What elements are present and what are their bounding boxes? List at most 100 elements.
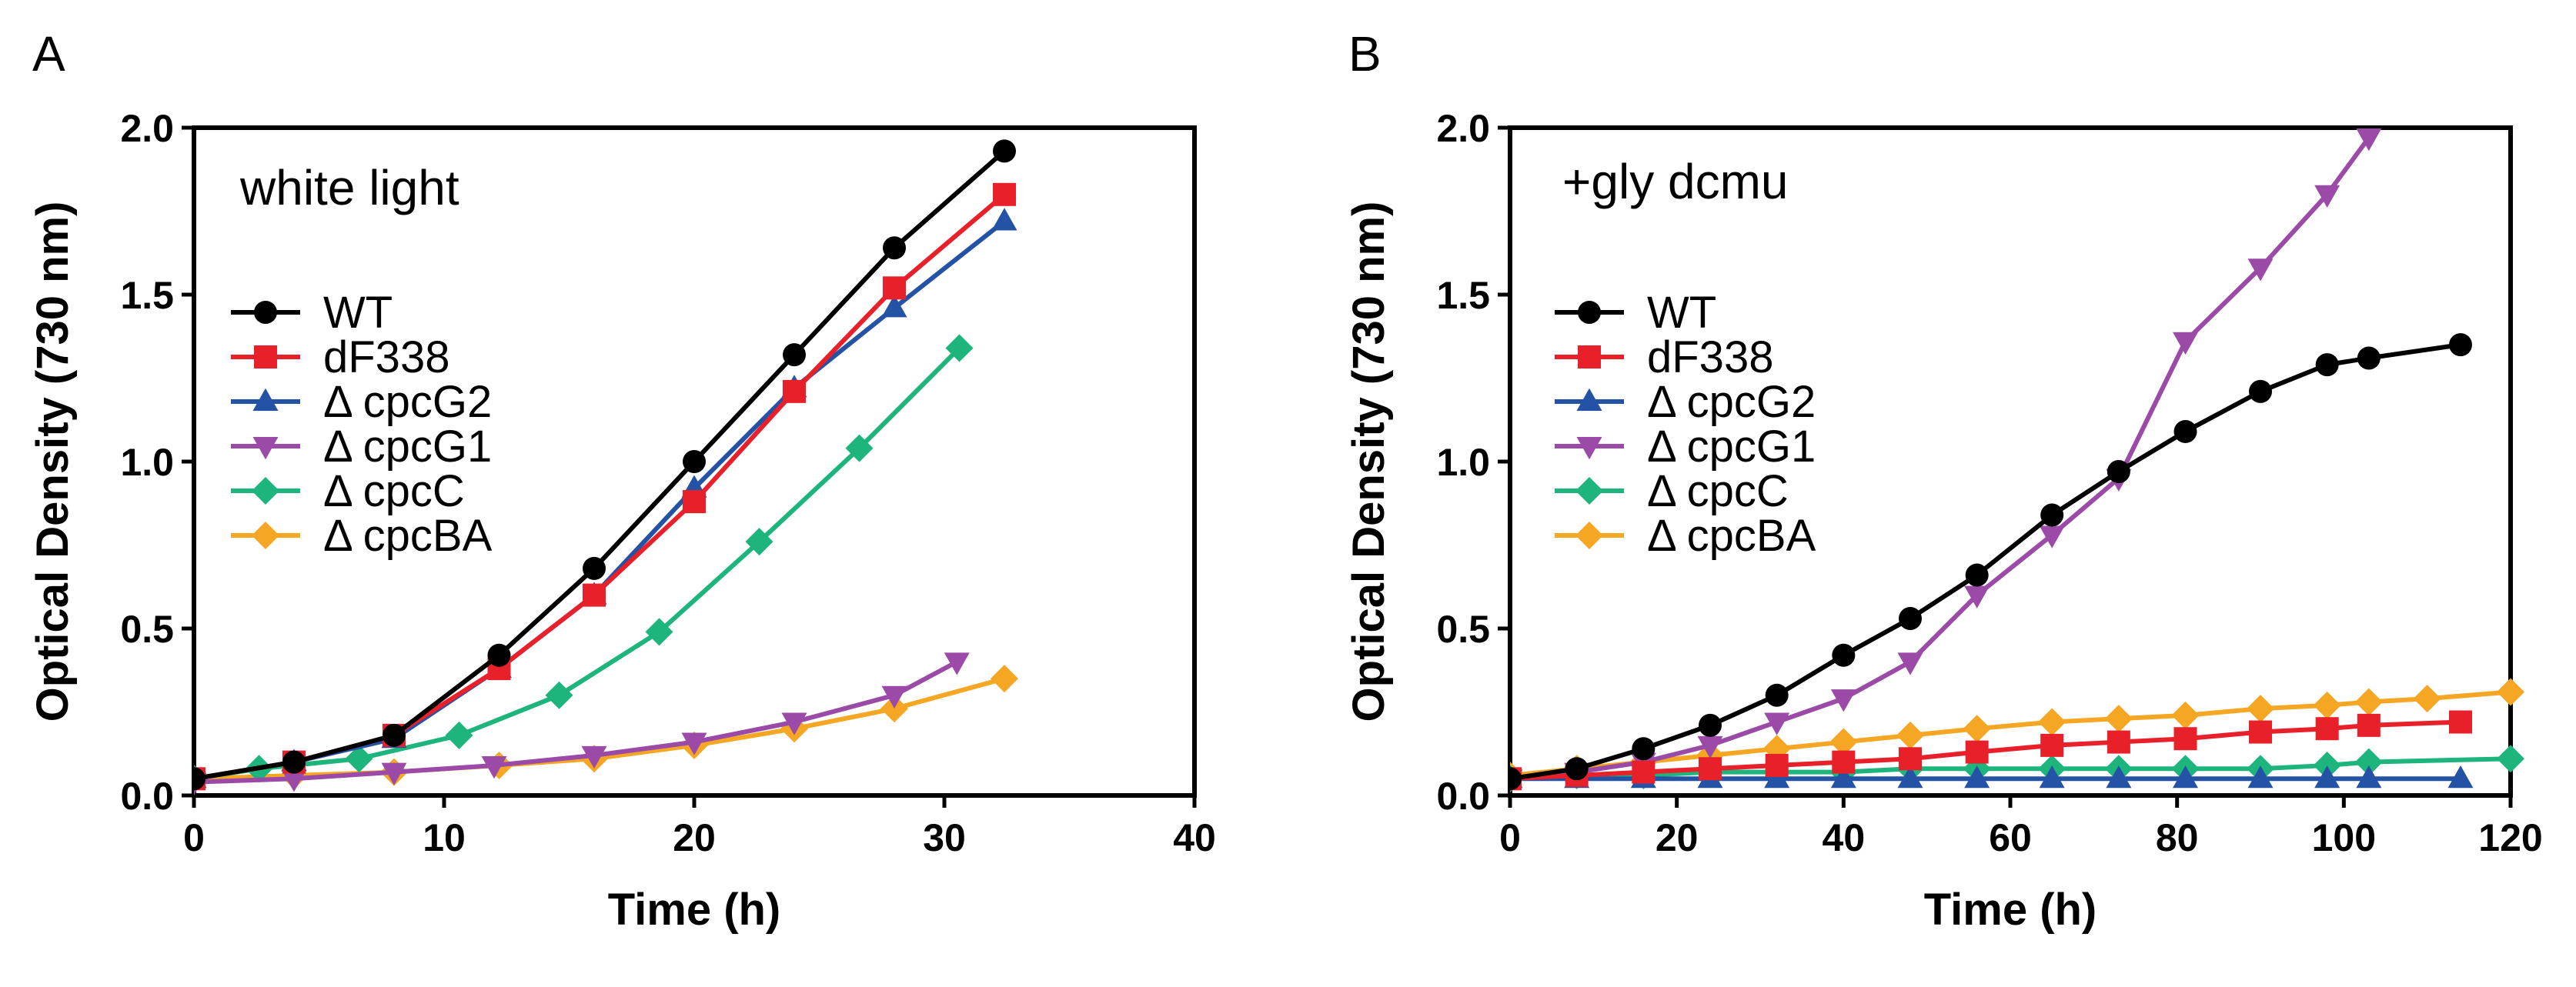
series-group bbox=[1510, 128, 2524, 793]
series-3-point bbox=[281, 769, 307, 792]
series-1-point bbox=[2040, 733, 2064, 757]
series-2-point bbox=[2314, 765, 2340, 789]
series-5-point bbox=[1963, 715, 1991, 743]
series-2-point bbox=[2356, 765, 2382, 789]
series-2-point bbox=[2247, 765, 2274, 789]
legend-label: dF338 bbox=[1647, 332, 1773, 382]
series-2-point bbox=[1830, 765, 1856, 789]
series-1-point bbox=[2249, 720, 2272, 744]
series-5-point bbox=[2171, 701, 2200, 729]
legend-label: WT bbox=[323, 288, 393, 338]
legend-label: dF338 bbox=[323, 332, 449, 382]
series-0-point bbox=[282, 750, 306, 774]
series-0-point bbox=[1832, 643, 1856, 667]
series-3-point bbox=[1697, 735, 1723, 759]
legend-swatch-marker bbox=[1576, 437, 1602, 460]
y-tick-label: 2.0 bbox=[120, 107, 174, 150]
legend-swatch-marker bbox=[1578, 301, 1601, 324]
legend-item: WT bbox=[1555, 288, 1716, 338]
legend-swatch-marker bbox=[252, 388, 279, 411]
x-tick-label: 0 bbox=[1499, 816, 1521, 859]
series-5-point bbox=[1896, 721, 1924, 749]
series-4-line bbox=[194, 346, 961, 782]
x-tick-label: 20 bbox=[673, 816, 716, 859]
series-3-point bbox=[881, 685, 907, 709]
x-tick-label: 100 bbox=[2312, 816, 2376, 859]
series-1-point bbox=[783, 379, 806, 403]
series-4-point bbox=[345, 745, 373, 773]
series-3-point bbox=[2039, 525, 2065, 549]
series-3-point bbox=[2247, 258, 2274, 282]
legend-label: Δ cpcG2 bbox=[323, 377, 492, 427]
legend-swatch-marker bbox=[1575, 477, 1603, 505]
series-3-point bbox=[944, 652, 970, 675]
series-2-point bbox=[1964, 765, 1990, 789]
y-axis-title: Optical Density (730 nm) bbox=[28, 202, 78, 722]
series-3-point bbox=[1830, 689, 1856, 712]
series-2-point bbox=[991, 208, 1017, 231]
series-3-point bbox=[681, 732, 707, 755]
series-4-point bbox=[2313, 751, 2341, 779]
x-tick-label: 10 bbox=[423, 816, 466, 859]
y-tick-label: 0.0 bbox=[120, 775, 174, 818]
series-4-point bbox=[645, 618, 673, 646]
legend-swatch-marker bbox=[252, 522, 279, 549]
series-2 bbox=[1510, 765, 2474, 789]
legend-swatch-marker bbox=[254, 345, 277, 368]
series-4-point bbox=[445, 721, 473, 749]
legend-swatch-marker bbox=[1576, 388, 1602, 411]
series-0-point bbox=[1565, 757, 1589, 781]
series-1-point bbox=[2107, 730, 2130, 754]
x-tick-label: 30 bbox=[923, 816, 966, 859]
panel-b: B 0 20 40 60 80 100 120 0.0 0.5 1.0 1.5 2.0 Time (h) O… bbox=[1344, 26, 2543, 935]
legend-swatch-marker bbox=[1578, 345, 1601, 368]
series-0-point bbox=[883, 236, 906, 260]
legend-item: Δ cpcG2 bbox=[231, 377, 492, 427]
panel-label: A bbox=[32, 26, 65, 82]
legend-swatch-marker bbox=[1575, 522, 1603, 549]
series-5-point bbox=[2038, 708, 2066, 736]
series-0-point bbox=[2315, 353, 2339, 377]
series-0-point bbox=[1632, 737, 1656, 761]
y-tick-label: 1.0 bbox=[1436, 441, 1490, 484]
series-3-point bbox=[2173, 332, 2198, 355]
series-1-point bbox=[583, 583, 606, 607]
series-1-point bbox=[1899, 747, 1922, 771]
legend-item: dF338 bbox=[1555, 332, 1773, 382]
condition-annotation: white light bbox=[239, 160, 459, 215]
series-5-point bbox=[2497, 678, 2524, 706]
y-tick-label: 2.0 bbox=[1436, 107, 1490, 150]
legend-swatch-marker bbox=[252, 477, 279, 505]
legend-label: Δ cpcG1 bbox=[323, 422, 492, 472]
series-5-point bbox=[991, 665, 1018, 693]
series-0-point bbox=[487, 643, 511, 667]
legend-item: Δ cpcC bbox=[1555, 466, 1789, 516]
condition-annotation: +gly dcmu bbox=[1562, 154, 1788, 209]
series-2-point bbox=[2173, 765, 2198, 789]
x-tick-label: 120 bbox=[2478, 816, 2542, 859]
panel-label: B bbox=[1348, 26, 1382, 82]
x-tick-label: 40 bbox=[1173, 816, 1216, 859]
series-0-point bbox=[1510, 767, 1522, 791]
legend-label: Δ cpcG1 bbox=[1647, 422, 1816, 472]
series-1-point bbox=[1832, 750, 1856, 774]
y-tick-label: 0.5 bbox=[120, 608, 174, 651]
x-axis-title: Time (h) bbox=[1924, 885, 2097, 935]
legend-label: Δ cpcC bbox=[323, 466, 465, 516]
series-group bbox=[194, 139, 1018, 795]
series-4-point bbox=[745, 528, 773, 556]
y-tick-label: 1.0 bbox=[120, 441, 174, 484]
series-2-line bbox=[194, 219, 1006, 782]
series-0-point bbox=[1965, 563, 1989, 587]
series-5-point bbox=[2354, 688, 2383, 716]
series-3-point bbox=[381, 762, 407, 785]
series-0-point bbox=[993, 139, 1016, 163]
y-tick-label: 1.5 bbox=[120, 274, 174, 317]
series-0-point bbox=[783, 343, 806, 367]
series-3-point bbox=[1964, 585, 1990, 609]
legend-item: Δ cpcBA bbox=[1555, 511, 1816, 561]
series-0 bbox=[194, 139, 1016, 791]
series-0-point bbox=[1899, 606, 1922, 630]
